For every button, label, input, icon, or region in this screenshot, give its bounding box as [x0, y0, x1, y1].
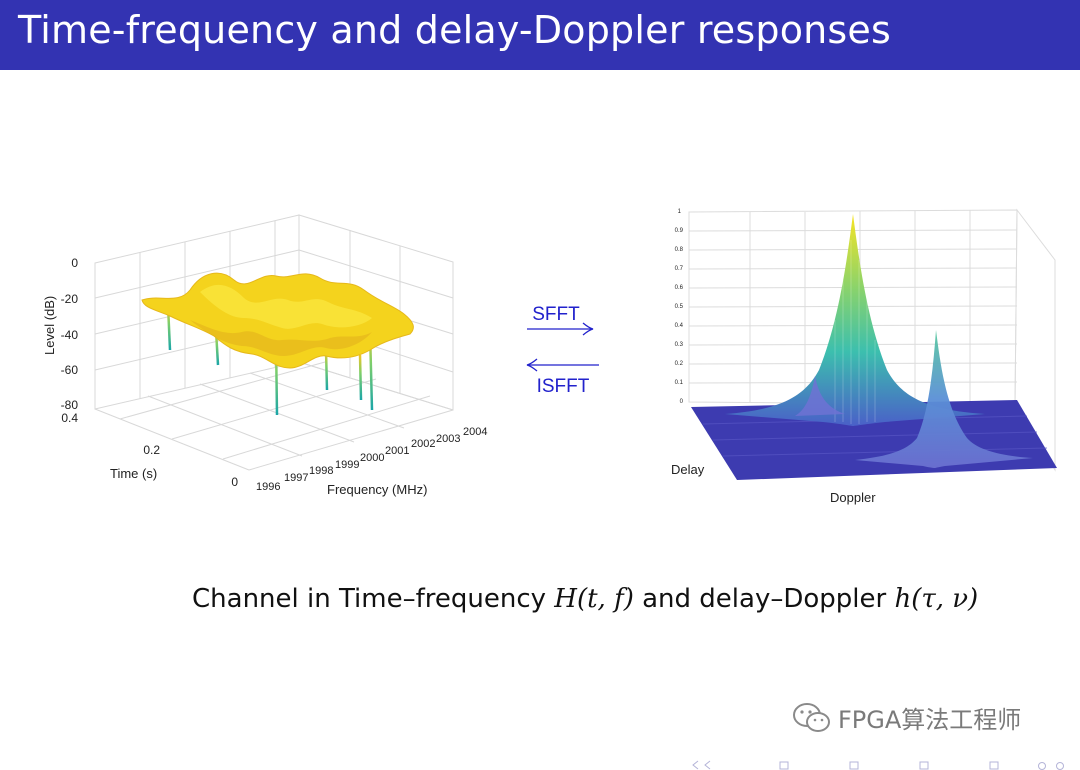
- z-tick: -20: [61, 292, 79, 306]
- right-arrow-icon: [582, 322, 594, 336]
- time-frequency-surface-plot: 0 -20 -40 -60 -80 0.4 0.2 0 1996 1997 19…: [42, 214, 487, 497]
- navigation-bar[interactable]: [690, 760, 1075, 770]
- secondary-peak: [855, 330, 1033, 468]
- watermark: FPGA算法工程师: [792, 700, 1021, 735]
- nav-subsection-icon: [849, 761, 859, 770]
- delay-doppler-surface-plot: 1 0.9 0.8 0.7 0.6 0.5 0.4 0.3 0.2 0.1 0 …: [671, 208, 1057, 505]
- caption-middle: and delay–Doppler: [642, 584, 887, 614]
- z-tick: -80: [61, 398, 79, 412]
- watermark-text: FPGA算法工程师: [838, 706, 1022, 734]
- z-tick: 0: [680, 399, 684, 405]
- transform-arrows: SFFT ISFFT: [526, 304, 599, 397]
- nav-first-icon: [692, 760, 699, 770]
- x-tick: 2004: [463, 426, 487, 438]
- z-tick: -40: [61, 328, 79, 342]
- left-arrow-icon: [526, 358, 538, 372]
- x-axis-label: Frequency (MHz): [327, 482, 427, 497]
- nav-search-icon: [1038, 762, 1046, 770]
- x-tick: 1999: [335, 459, 359, 471]
- z-tick: 0.6: [675, 285, 684, 291]
- nav-frame-icon: [779, 761, 789, 770]
- slide-title: Time-frequency and delay-Doppler respons…: [18, 8, 892, 52]
- x-tick: 2000: [360, 452, 384, 464]
- nav-back-icon: [1056, 762, 1064, 770]
- z-tick: 0.9: [675, 228, 684, 234]
- x-tick: 2003: [436, 433, 460, 445]
- z-tick: 0.5: [675, 304, 684, 310]
- z-tick: 0.8: [675, 247, 684, 253]
- dd-symbol: h(τ, ν): [894, 584, 979, 614]
- z-tick: -60: [61, 363, 79, 377]
- y-tick: 0.4: [61, 411, 78, 425]
- nav-doc-icon: [989, 761, 999, 770]
- z-tick: 0.2: [675, 361, 684, 367]
- nav-section-icon: [919, 761, 929, 770]
- z-tick: 0: [71, 256, 78, 270]
- slide-caption: Channel in Time–frequency H(t, f) and de…: [192, 584, 978, 614]
- z-tick: 0.7: [675, 266, 684, 272]
- z-tick: 1: [678, 209, 682, 215]
- isfft-label: ISFFT: [537, 376, 590, 397]
- doppler-axis-label: Doppler: [830, 490, 876, 505]
- tf-symbol: H(t, f): [554, 584, 634, 614]
- z-tick: 0.3: [675, 342, 684, 348]
- y-tick: 0.2: [143, 443, 160, 457]
- wechat-icon: [793, 702, 830, 732]
- title-bar: Time-frequency and delay-Doppler respons…: [0, 0, 1080, 70]
- y-tick: 0: [231, 475, 238, 489]
- x-tick: 1996: [256, 481, 280, 493]
- z-tick: 0.4: [675, 323, 684, 329]
- delay-axis-label: Delay: [671, 462, 705, 477]
- z-tick: 0.1: [675, 380, 684, 386]
- x-tick: 1997: [284, 472, 308, 484]
- nav-prev-icon: [704, 760, 711, 770]
- main-peak: [725, 214, 985, 426]
- x-tick: 2001: [385, 445, 409, 457]
- z-axis-label: Level (dB): [42, 296, 57, 355]
- sfft-label: SFFT: [532, 304, 580, 325]
- x-tick: 1998: [309, 465, 333, 477]
- y-axis-label: Time (s): [110, 466, 157, 481]
- x-tick: 2002: [411, 438, 435, 450]
- caption-prefix: Channel in Time–frequency: [192, 584, 547, 614]
